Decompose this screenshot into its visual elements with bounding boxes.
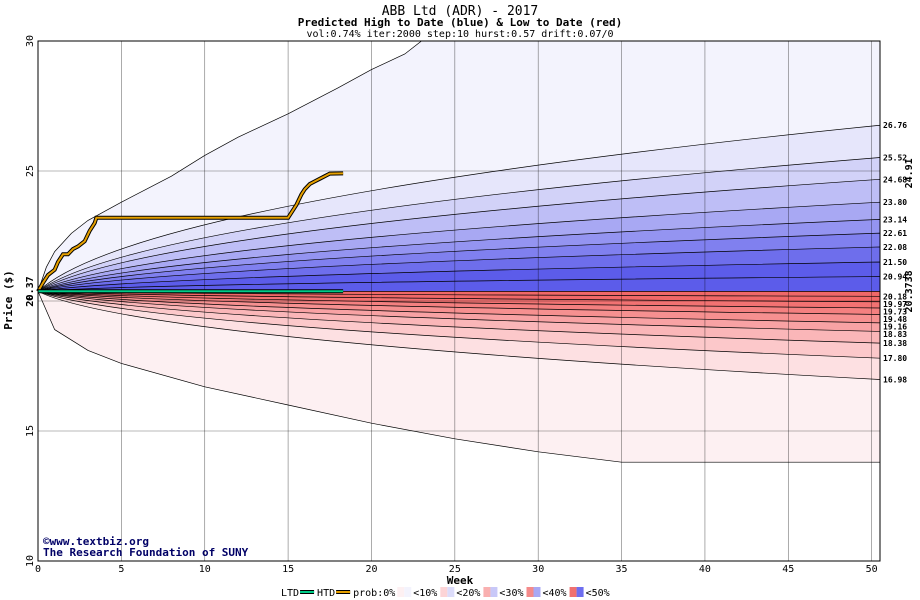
end-label-19.97: 19.97 (883, 300, 907, 309)
htd-line (37, 172, 344, 292)
series-lines (36, 171, 344, 294)
axes: 0 5 10 15 20 25 30 35 40 45 50 10 15 20 25 30 20.37 26.76… (25, 35, 915, 575)
end-label-23.14: 23.14 (883, 215, 907, 224)
legend-swatch-red-7 (569, 587, 577, 597)
x-tick-label-40: 40 (699, 564, 711, 575)
legend-swatch-blue-6 (533, 587, 541, 597)
start-price-label: 20.37 (25, 276, 36, 306)
legend-bucket-label-3: <10% (413, 588, 437, 599)
end-label-24.68: 24.68 (883, 175, 907, 184)
end-label-26.76: 26.76 (883, 121, 907, 130)
legend-bucket-label-6: <40% (543, 588, 567, 599)
chart-subtitle: Predicted High to Date (blue) & Low to D… (298, 16, 623, 29)
end-label-17.80: 17.80 (883, 354, 907, 363)
end-label-19.73: 19.73 (883, 307, 907, 316)
x-axis-label: Week (447, 574, 474, 587)
end-label-20.94: 20.94 (883, 273, 907, 282)
legend-swatch-blue-3 (404, 587, 412, 597)
end-label-19.48: 19.48 (883, 315, 907, 324)
upper-band-9 (38, 276, 880, 292)
end-label-19.16: 19.16 (883, 322, 907, 331)
legend-swatch-blue-4 (447, 587, 455, 597)
y-tick-label-20: 20 (25, 295, 36, 307)
end-label-22.61: 22.61 (883, 229, 907, 238)
ltd-current-label: 20.3738 (904, 270, 915, 312)
chart-params: vol:0.74% iter:2000 step:10 hurst:0.57 d… (306, 29, 613, 40)
x-tick-label-30: 30 (532, 564, 544, 575)
x-tick-label-35: 35 (616, 564, 628, 575)
end-label-18.38: 18.38 (883, 339, 907, 348)
plot-area (38, 41, 880, 463)
legend: LTD HTD prob:0% <10% <20% <30% <40% <50% (281, 587, 610, 599)
y-tick-label-25: 25 (25, 165, 36, 177)
y-tick-label-15: 15 (25, 425, 36, 437)
y-tick-label-30: 30 (25, 35, 36, 47)
x-tick-label-50: 50 (866, 564, 878, 575)
end-label-20.18: 20.18 (883, 292, 907, 301)
x-tick-label-15: 15 (282, 564, 294, 575)
x-tick-label-5: 5 (118, 564, 124, 575)
end-label-18.83: 18.83 (883, 330, 907, 339)
credit-line-1: ©www.textbiz.org (43, 535, 149, 548)
legend-bucket-label-4: <20% (456, 588, 480, 599)
end-label-21.50: 21.50 (883, 258, 907, 267)
legend-swatch-red-4 (440, 587, 448, 597)
end-label-23.80: 23.80 (883, 198, 907, 207)
end-label-16.98: 16.98 (883, 376, 907, 385)
legend-swatch-blue-7 (576, 587, 584, 597)
x-tick-label-45: 45 (782, 564, 794, 575)
legend-bucket-label-5: <30% (499, 588, 523, 599)
end-label-25.52: 25.52 (883, 153, 907, 162)
y-axis-label: Price ($) (2, 270, 15, 330)
plot-frame (37, 40, 881, 562)
legend-swatch-red-5 (483, 587, 491, 597)
legend-bucket-label-7: <50% (586, 588, 610, 599)
x-tick-label-10: 10 (199, 564, 211, 575)
htd-current-label: 24.91 (904, 158, 915, 188)
x-tick-label-25: 25 (449, 564, 461, 575)
end-label-22.08: 22.08 (883, 243, 907, 252)
chart-title: ABB Ltd (ADR) - 2017 (382, 4, 539, 19)
legend-swatch-red-6 (526, 587, 534, 597)
y-tick-label-10: 10 (25, 555, 36, 567)
legend-label-ltd: LTD (281, 588, 299, 599)
legend-swatch-red-3 (397, 587, 405, 597)
legend-label-htd: HTD (317, 588, 335, 599)
x-tick-label-0: 0 (35, 564, 41, 575)
legend-prob-label: prob:0% (353, 588, 395, 599)
legend-swatch-blue-5 (490, 587, 498, 597)
x-tick-label-20: 20 (365, 564, 377, 575)
credit-line-2: The Research Foundation of SUNY (43, 546, 249, 559)
